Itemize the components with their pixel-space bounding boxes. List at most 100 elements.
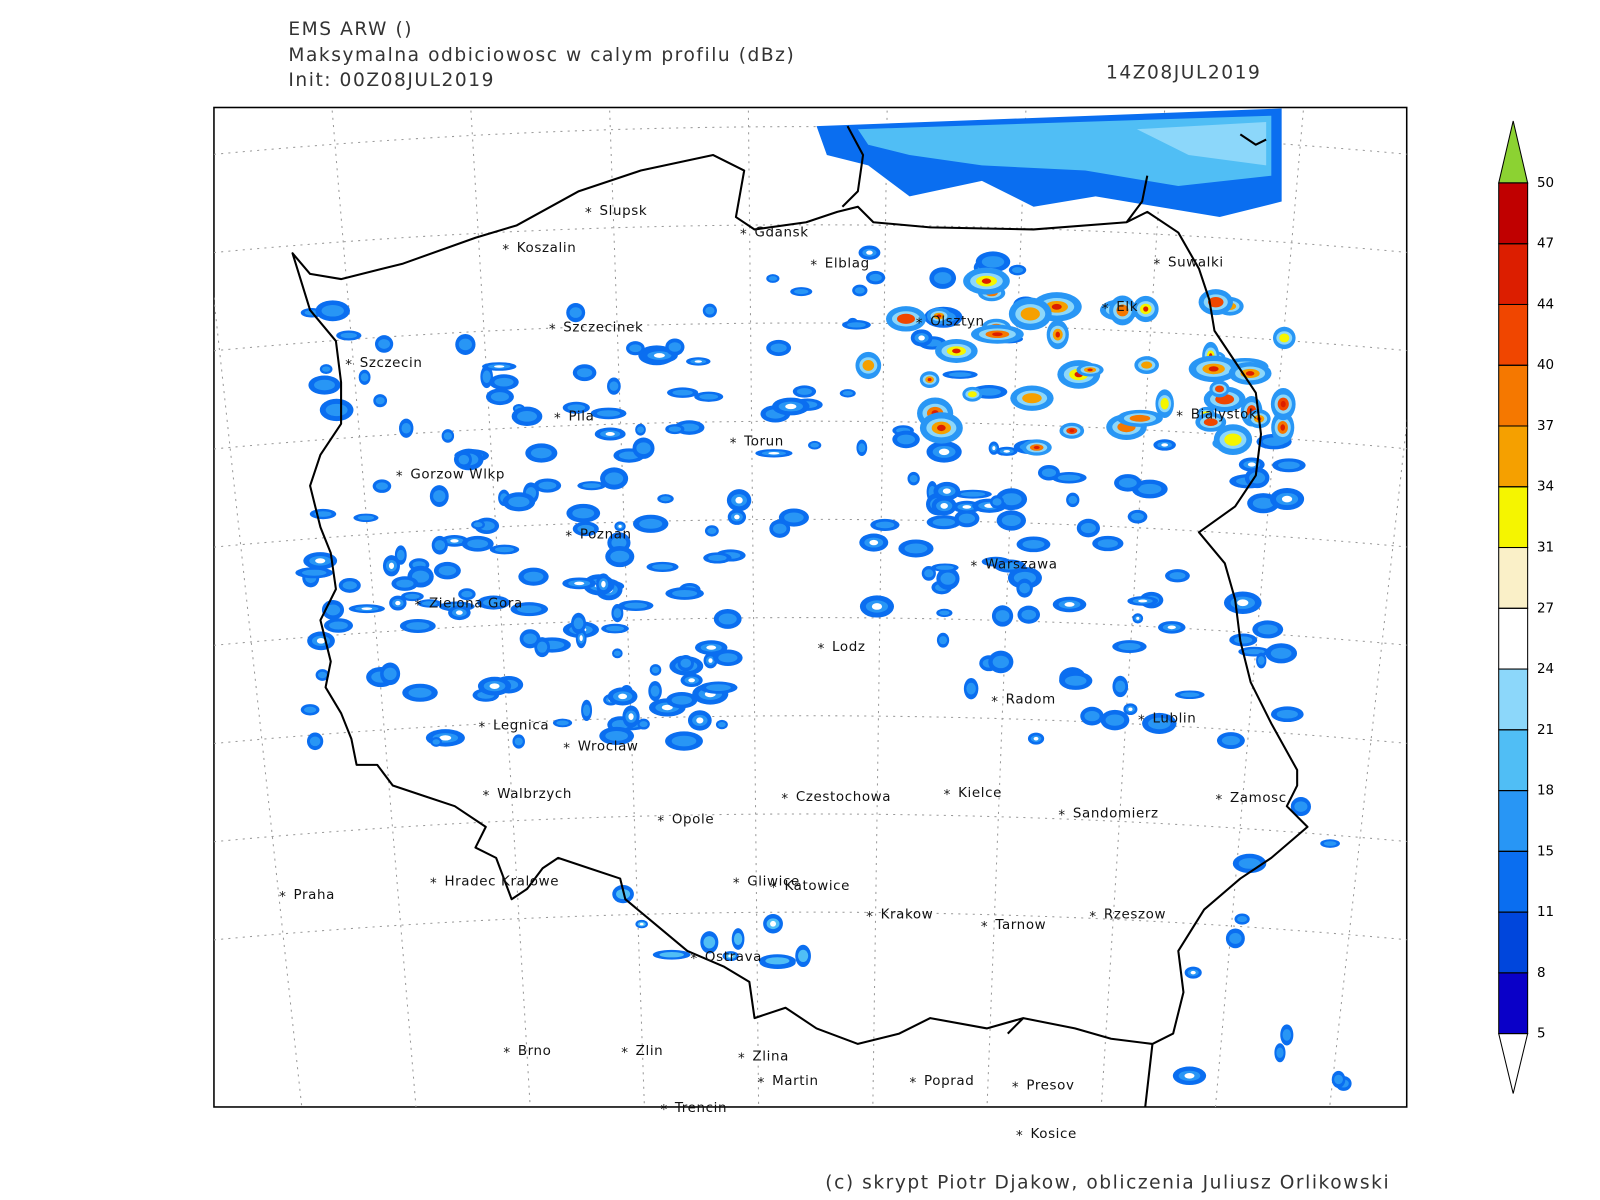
echo-core: [918, 335, 925, 341]
echo-core: [784, 512, 804, 523]
echo-core: [537, 641, 548, 653]
city-label: Brno: [518, 1044, 552, 1059]
city-label: Zamosc: [1230, 791, 1287, 806]
echo-core: [1022, 539, 1045, 549]
echo-core: [992, 498, 1002, 506]
echo-core: [735, 496, 743, 504]
echo-core: [992, 332, 1003, 337]
echo-core: [960, 491, 986, 497]
echo-core: [866, 250, 873, 255]
echo-core: [1129, 414, 1151, 422]
echo-core: [1234, 636, 1253, 644]
echo-core: [613, 650, 621, 657]
echo-core: [940, 572, 956, 585]
city-marker: *: [944, 788, 951, 803]
echo-core: [383, 667, 397, 681]
city-marker: *: [733, 877, 740, 892]
echo-core: [671, 735, 697, 747]
city-marker: *: [1216, 793, 1223, 808]
echo-core: [639, 518, 663, 529]
echo-core: [450, 539, 459, 543]
echo-core: [530, 447, 552, 459]
echo-core: [699, 393, 719, 400]
city-label: Wroclaw: [578, 739, 639, 754]
echo-core: [924, 569, 934, 578]
echo-core: [321, 305, 344, 317]
city-marker: *: [971, 559, 978, 574]
echo-core: [871, 603, 883, 610]
echo-core: [940, 503, 948, 509]
echo-core: [1279, 333, 1290, 343]
echo-core: [1208, 366, 1219, 372]
echo-core: [1001, 514, 1021, 527]
echo-core: [396, 549, 405, 561]
city-marker: *: [758, 1076, 765, 1091]
city-marker: *: [554, 412, 561, 427]
echo-core: [1237, 599, 1249, 607]
radar-echoes: [295, 108, 1352, 1091]
echo-core: [696, 717, 704, 724]
echo-core: [1064, 675, 1087, 686]
echo-core: [618, 524, 622, 528]
echo-core: [875, 521, 895, 529]
echo-core: [718, 653, 738, 663]
echo-core: [733, 933, 743, 945]
credits: (c) skrypt Piotr Djakow, obliczenia Juli…: [825, 1173, 1390, 1194]
echo-core: [1022, 393, 1042, 404]
meridian: [470, 107, 531, 1107]
city-marker: *: [345, 358, 352, 373]
echo-core: [1003, 449, 1010, 453]
echo-core: [325, 403, 348, 417]
echo-core: [315, 558, 326, 564]
echo-core: [939, 610, 950, 616]
echo-core: [611, 536, 627, 549]
echo-core: [1214, 385, 1225, 393]
echo-core: [1041, 468, 1057, 477]
city-label: Hradec Kralowe: [444, 875, 559, 890]
echo-core: [977, 388, 1001, 396]
meridian: [609, 107, 645, 1107]
colorbar-segment: [1498, 243, 1529, 305]
echo-core: [357, 515, 375, 521]
echo-core: [794, 289, 809, 295]
echo-core: [694, 360, 702, 363]
city-marker: *: [503, 1046, 510, 1061]
echo-core: [904, 543, 928, 554]
echo-core: [388, 562, 395, 569]
echo-core: [421, 601, 438, 606]
city-label: Kosice: [1030, 1127, 1076, 1142]
echo-core: [610, 550, 630, 563]
echo-core: [375, 482, 388, 490]
city-label: Torun: [743, 434, 784, 449]
echo-core: [680, 658, 692, 668]
echo-core: [707, 527, 717, 535]
echo-core: [952, 348, 961, 354]
echo-core: [1001, 493, 1022, 506]
echo-core: [1278, 461, 1300, 470]
colorbar-tick-label: 27: [1537, 601, 1554, 616]
echo-core: [1203, 418, 1218, 427]
echo-core: [999, 562, 1021, 570]
echo-core: [1069, 429, 1075, 433]
echo-core: [932, 518, 956, 527]
city-marker: *: [1016, 1129, 1023, 1144]
echo-core: [1128, 707, 1133, 711]
echo-core: [995, 610, 1010, 622]
borders: [291, 125, 1309, 1107]
echo-core: [412, 570, 430, 583]
colorbar-segment: [1498, 729, 1529, 792]
echo-core: [1243, 648, 1265, 655]
echo-core: [1051, 303, 1062, 310]
city-label: Suwalki: [1168, 256, 1224, 271]
echo-core: [455, 610, 463, 615]
echo-core: [937, 424, 946, 432]
echo-core: [668, 342, 682, 352]
echo-core: [405, 593, 420, 599]
echo-core: [688, 678, 695, 683]
city-label: Rzeszow: [1104, 908, 1166, 923]
echo-core: [538, 481, 557, 490]
echo-core: [672, 589, 698, 597]
echo-core: [948, 372, 972, 377]
echo-core: [660, 496, 671, 502]
colorbar-tick-label: 34: [1537, 480, 1554, 495]
